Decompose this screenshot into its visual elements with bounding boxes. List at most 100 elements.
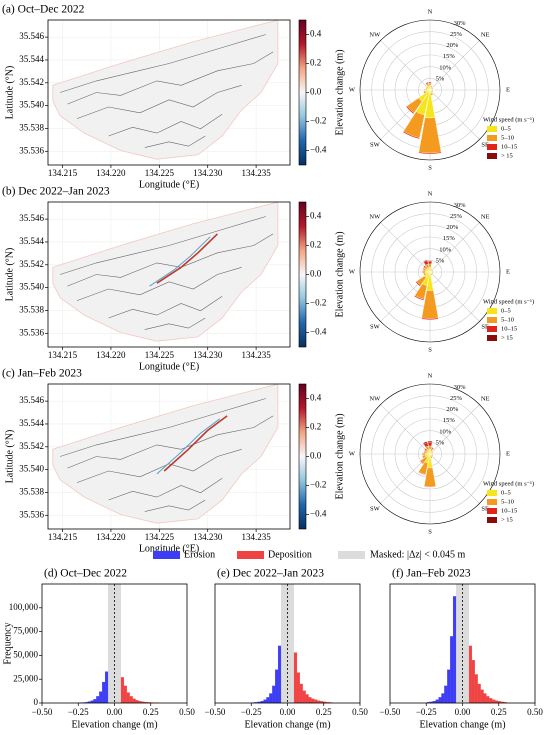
colorbar-tick-label: −0.2 [310,480,326,490]
y-tick-label: 25,000 [13,673,38,683]
histogram-bar [129,696,133,704]
histogram-bar [123,685,127,704]
radial-tick-label: 20% [446,224,459,231]
erosion-streak [156,418,221,475]
histogram-bar [263,699,267,704]
histogram-bar [489,698,493,704]
legend-swatch [153,551,180,559]
histogram-bar [471,660,475,704]
legend-label: Deposition [268,549,312,560]
wind-segment [427,261,433,265]
y-tick-label: 35.546 [19,213,44,223]
histogram-bar [480,689,484,704]
land-area [52,383,279,524]
contour-line [60,398,266,457]
y-tick-label: 35.540 [19,464,44,474]
contour-line [76,267,242,301]
histogram-bar [299,683,303,704]
x-tick-label: 0.00 [455,707,471,717]
histogram-bar [135,700,139,704]
radial-tick-label: 10% [439,428,452,435]
histogram-bar [296,672,300,704]
x-tick-label: −0.25 [241,707,262,717]
plot-frame [47,19,291,166]
histogram-bar [132,698,136,704]
histogram-bar [266,697,270,704]
radial-grid [359,201,501,343]
radial-tick-label: 30% [454,384,467,391]
colorbar [298,201,307,348]
y-tick-label: 50,000 [13,649,38,659]
legend-title: Wind speed (m s⁻¹) [483,116,534,123]
contour-line [60,34,266,93]
histogram-bar [93,699,97,704]
radial-grid [359,19,501,161]
wind-segment [431,447,434,449]
contour-line [144,317,206,330]
x-tick-label: 134.230 [193,532,223,542]
y-tick-label: 35.536 [19,327,44,337]
colorbar-tick-label: −0.4 [310,145,327,155]
colorbar [298,383,307,530]
radial-tick-label: 5% [436,439,445,446]
legend-label: 5–10 [501,498,514,505]
legend-label: > 15 [501,516,513,523]
legend-label: 10–15 [501,507,517,514]
y-tick-label: 35.546 [19,31,44,41]
legend-swatch [487,317,497,323]
x-tick-label: 134.225 [145,350,175,360]
legend-label: 10–15 [501,143,517,150]
masked-band [107,584,122,703]
wind-segment [423,91,425,94]
x-tick-label: 134.225 [145,168,175,178]
colorbar-tick-label: 0.2 [310,422,321,432]
legend-swatch [487,517,497,523]
direction-label: SW [370,142,381,149]
legend-label: 10–15 [501,325,517,332]
histogram-bar [483,693,487,704]
legend-swatch [487,308,497,314]
histogram-bar [438,697,442,704]
direction-label: S [428,346,432,353]
colorbar-tick-label: 0.0 [310,269,322,279]
legend-swatch [487,144,497,150]
x-tick-label: 0.25 [143,707,159,717]
legend-label: > 15 [501,334,513,341]
wind-segment [422,270,426,274]
histogram-bar [492,699,496,704]
direction-label: SE [481,506,489,513]
contour-line [108,296,223,319]
histogram-bar [96,696,100,704]
panel-title: (d) Oct–Dec 2022 [44,568,127,580]
masked-band [280,584,295,703]
radial-grid [394,418,466,490]
x-tick-label: 134.220 [96,532,126,542]
land-area [52,19,279,160]
direction-label: S [428,164,432,171]
radial-tick-label: 25% [450,213,463,220]
colorbar-label: Elevation change (m) [334,231,345,317]
contour-line [67,51,274,105]
colorbar-tick-label: 0.4 [310,211,322,221]
contour-line [108,114,223,137]
radial-tick-label: 15% [443,235,456,242]
x-tick-label: 0.50 [527,707,543,717]
wind-segment [405,106,414,115]
x-tick-label: −0.25 [416,707,437,717]
y-tick-label: 75,000 [13,626,38,636]
histogram-bar [275,669,279,704]
y-axis-label: Latitude (°N) [4,430,15,484]
direction-label: E [506,450,510,457]
direction-label: W [349,450,356,457]
x-axis-label: Elevation change (m) [419,719,505,730]
histogram-bar [104,671,109,704]
y-tick-label: 35.540 [19,100,44,110]
y-axis-label: Frequency [2,622,13,664]
y-tick-label: 0 [34,697,39,707]
legend-swatch [487,490,497,496]
y-tick-label: 35.538 [19,487,44,497]
legend-swatch [487,135,497,141]
x-tick-label: 0.00 [107,707,123,717]
x-tick-label: −0.50 [205,707,226,717]
